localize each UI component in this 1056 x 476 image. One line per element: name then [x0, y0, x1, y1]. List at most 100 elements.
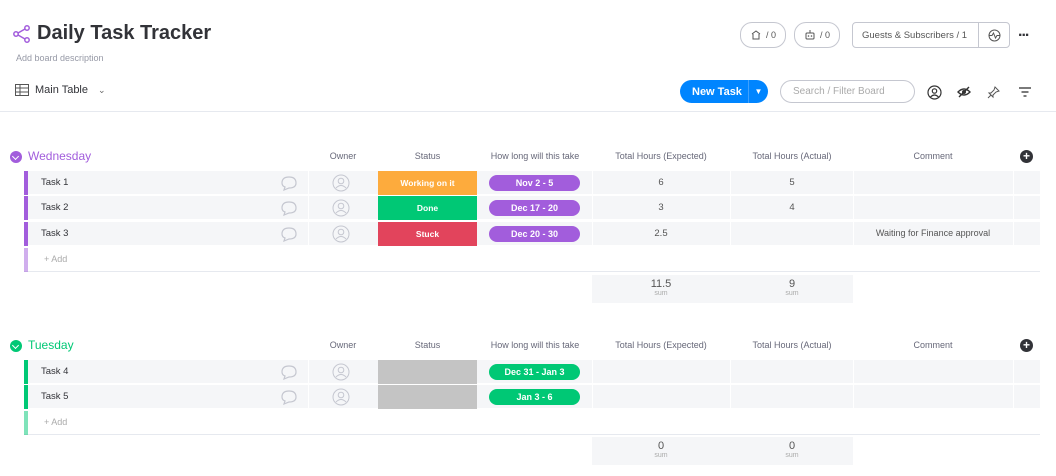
activity-icon — [751, 30, 761, 40]
column-header-comment[interactable]: Comment — [913, 151, 953, 161]
add-task-row[interactable]: + Add — [24, 411, 1040, 435]
column-header-status[interactable]: Status — [414, 340, 441, 350]
table-row[interactable]: Task 1 Working on it Nov 2 - 5 6 5 — [24, 171, 1040, 195]
chat-bubble-icon[interactable] — [279, 175, 299, 191]
chevron-down-icon[interactable]: ▼ — [754, 87, 763, 96]
column-header-comment[interactable]: Comment — [913, 340, 953, 350]
column-header-hours-actual[interactable]: Total Hours (Actual) — [752, 151, 832, 161]
task-name[interactable]: Task 3 — [41, 228, 69, 239]
view-switcher[interactable]: Main Table ⌄ — [15, 84, 106, 96]
cell-divider — [730, 171, 731, 195]
column-header-status[interactable]: Status — [414, 151, 441, 161]
timeline-pill[interactable]: Jan 3 - 6 — [489, 389, 580, 405]
cell-divider — [1013, 222, 1014, 246]
column-header-hours-expected[interactable]: Total Hours (Expected) — [615, 340, 707, 350]
share-icon[interactable] — [12, 25, 32, 43]
status-cell[interactable]: Done — [378, 196, 477, 220]
task-name[interactable]: Task 2 — [41, 202, 69, 213]
row-color-bar — [24, 248, 28, 272]
comment-cell[interactable]: Waiting for Finance approval — [875, 228, 991, 238]
board-description[interactable]: Add board description — [16, 53, 104, 63]
integrations-button[interactable]: / 0 — [794, 22, 840, 48]
group-title[interactable]: Wednesday — [28, 149, 92, 163]
column-header-hours-actual[interactable]: Total Hours (Actual) — [752, 340, 832, 350]
collapse-group-icon[interactable] — [10, 151, 22, 163]
search-input[interactable]: Search / Filter Board — [780, 80, 915, 103]
sum-label: sum — [785, 290, 799, 297]
table-row[interactable]: Task 2 Done Dec 17 - 20 3 4 — [24, 196, 1040, 220]
table-icon — [15, 84, 29, 96]
cell-divider — [853, 196, 854, 220]
table-row[interactable]: Task 5 Jan 3 - 6 — [24, 385, 1040, 409]
cell-divider — [1013, 196, 1014, 220]
activity-button[interactable]: / 0 — [740, 22, 786, 48]
person-filter-icon[interactable] — [925, 83, 943, 101]
chevron-down-icon: ⌄ — [98, 84, 106, 95]
hours-expected-cell[interactable]: 3 — [658, 202, 664, 213]
cell-divider — [592, 171, 593, 195]
status-cell[interactable]: Stuck — [378, 222, 477, 246]
add-column-icon[interactable]: + — [1020, 150, 1033, 163]
person-icon[interactable] — [332, 363, 350, 381]
group-title[interactable]: Tuesday — [28, 338, 74, 352]
more-options-icon[interactable]: ... — [1018, 23, 1029, 40]
add-task-label[interactable]: + Add — [44, 254, 68, 264]
view-label: Main Table — [35, 84, 88, 96]
table-row[interactable]: Task 4 Dec 31 - Jan 3 — [24, 360, 1040, 384]
person-icon[interactable] — [332, 225, 350, 243]
hours-actual-cell[interactable]: 4 — [789, 202, 795, 213]
board-header: Daily Task Tracker Add board description… — [0, 0, 1056, 112]
status-cell[interactable] — [378, 385, 477, 409]
timeline-pill[interactable]: Dec 20 - 30 — [489, 226, 580, 242]
chat-bubble-icon[interactable] — [279, 389, 299, 405]
cell-divider — [308, 385, 309, 409]
hours-expected-cell[interactable]: 6 — [658, 177, 664, 188]
eye-icon[interactable] — [955, 83, 973, 101]
chat-bubble-icon[interactable] — [279, 226, 299, 242]
status-cell[interactable]: Working on it — [378, 171, 477, 195]
task-name[interactable]: Task 4 — [41, 366, 69, 377]
new-task-button[interactable]: New Task ▼ — [680, 80, 768, 103]
pin-icon[interactable] — [984, 83, 1002, 101]
sum-hours-actual: 9 sum — [731, 278, 853, 297]
column-header-hours-expected[interactable]: Total Hours (Expected) — [615, 151, 707, 161]
add-task-label[interactable]: + Add — [44, 417, 68, 427]
activity-count: / 0 — [765, 30, 776, 40]
table-row[interactable]: Task 3 Stuck Dec 20 - 30 2.5 Waiting for… — [24, 222, 1040, 246]
cell-divider — [308, 171, 309, 195]
timeline-pill[interactable]: Dec 31 - Jan 3 — [489, 364, 580, 380]
robot-icon — [805, 30, 815, 40]
cell-divider — [730, 196, 731, 220]
column-header-timeline[interactable]: How long will this take — [490, 340, 580, 350]
hours-actual-cell[interactable]: 5 — [789, 177, 795, 188]
summary-row: 0 sum 0 sum — [592, 437, 853, 465]
column-header-timeline[interactable]: How long will this take — [490, 151, 580, 161]
status-cell[interactable] — [378, 360, 477, 384]
cell-divider — [308, 222, 309, 246]
task-name[interactable]: Task 1 — [41, 177, 69, 188]
person-icon[interactable] — [332, 199, 350, 217]
row-color-bar — [24, 385, 28, 409]
chat-bubble-icon[interactable] — [279, 364, 299, 380]
collapse-group-icon[interactable] — [10, 340, 22, 352]
guests-subscribers-button[interactable]: Guests & Subscribers / 1 — [852, 22, 1010, 48]
task-name[interactable]: Task 5 — [41, 391, 69, 402]
add-column-icon[interactable]: + — [1020, 339, 1033, 352]
cell-divider — [853, 385, 854, 409]
add-task-row[interactable]: + Add — [24, 248, 1040, 272]
chat-bubble-icon[interactable] — [279, 200, 299, 216]
board-title[interactable]: Daily Task Tracker — [37, 22, 212, 44]
timeline-pill[interactable]: Dec 17 - 20 — [489, 200, 580, 216]
activity-log-icon[interactable] — [979, 29, 1009, 42]
person-icon[interactable] — [332, 388, 350, 406]
cell-divider — [730, 385, 731, 409]
filter-icon[interactable] — [1016, 83, 1034, 101]
sum-hours-expected: 0 sum — [592, 440, 730, 459]
column-header-owner[interactable]: Owner — [329, 340, 357, 350]
column-header-owner[interactable]: Owner — [329, 151, 357, 161]
hours-expected-cell[interactable]: 2.5 — [654, 228, 668, 239]
person-icon[interactable] — [332, 174, 350, 192]
summary-row: 11.5 sum 9 sum — [592, 275, 853, 303]
cell-divider — [853, 171, 854, 195]
timeline-pill[interactable]: Nov 2 - 5 — [489, 175, 580, 191]
